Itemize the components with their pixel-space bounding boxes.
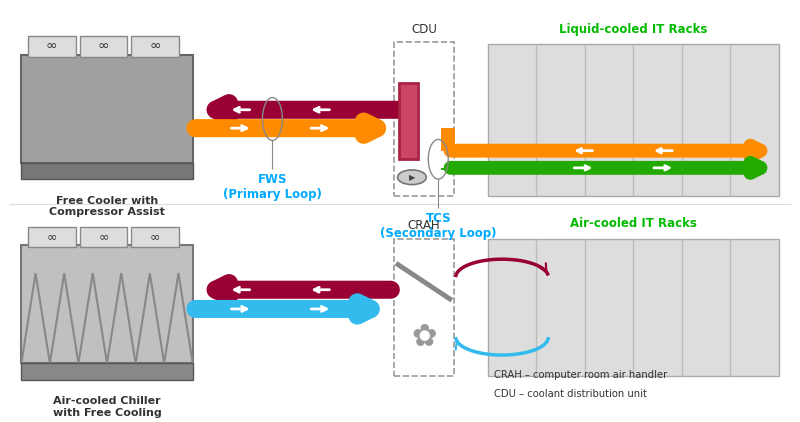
Text: ∞: ∞ [150,230,161,243]
Text: ∞: ∞ [98,39,109,53]
Text: CDU – coolant distribution unit: CDU – coolant distribution unit [494,390,647,399]
Text: ✿: ✿ [411,323,437,352]
Text: CRAH – computer room air handler: CRAH – computer room air handler [494,370,667,380]
Text: ∞: ∞ [46,230,57,243]
FancyBboxPatch shape [28,36,75,57]
Text: TCS
(Secondary Loop): TCS (Secondary Loop) [380,212,497,240]
FancyBboxPatch shape [28,227,75,247]
FancyBboxPatch shape [79,227,127,247]
Text: CDU: CDU [411,23,437,36]
Text: ∞: ∞ [46,39,58,53]
Circle shape [398,170,426,184]
FancyBboxPatch shape [399,83,418,159]
Text: ▶: ▶ [409,173,415,182]
FancyBboxPatch shape [22,54,193,163]
FancyBboxPatch shape [488,238,778,376]
FancyBboxPatch shape [22,163,193,179]
Text: Air-cooled Chiller
with Free Cooling: Air-cooled Chiller with Free Cooling [53,396,162,418]
Text: Free Cooler with
Compressor Assist: Free Cooler with Compressor Assist [49,196,165,217]
FancyBboxPatch shape [22,245,193,363]
Text: CRAH: CRAH [408,219,440,233]
FancyBboxPatch shape [22,363,193,380]
Text: FWS
(Primary Loop): FWS (Primary Loop) [223,173,322,201]
FancyBboxPatch shape [131,227,179,247]
Text: ∞: ∞ [150,39,161,53]
Text: Air-cooled IT Racks: Air-cooled IT Racks [570,217,697,230]
FancyBboxPatch shape [131,36,179,57]
FancyBboxPatch shape [488,44,778,196]
Text: ∞: ∞ [98,230,109,243]
Text: Liquid-cooled IT Racks: Liquid-cooled IT Racks [559,23,707,36]
FancyBboxPatch shape [79,36,127,57]
